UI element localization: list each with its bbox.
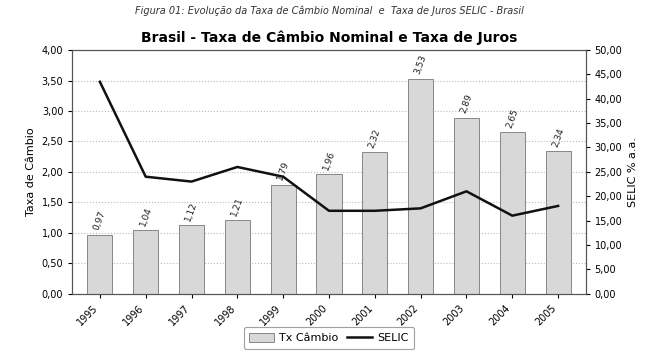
Bar (408, 79, 433, 294)
Legend: Tx Câmbio, SELIC: Tx Câmbio, SELIC (243, 327, 415, 349)
Bar (454, 118, 479, 294)
Bar (545, 151, 570, 294)
Bar (179, 226, 204, 294)
Bar (225, 220, 250, 294)
Bar (88, 234, 113, 294)
Text: 1,12: 1,12 (184, 200, 199, 222)
Text: 1,79: 1,79 (276, 160, 291, 182)
Text: 0,97: 0,97 (92, 210, 107, 232)
Title: Brasil - Taxa de Câmbio Nominal e Taxa de Juros: Brasil - Taxa de Câmbio Nominal e Taxa d… (141, 30, 517, 45)
Text: 2,65: 2,65 (505, 107, 520, 129)
Bar (499, 132, 525, 294)
Text: 2,89: 2,89 (459, 93, 474, 115)
Y-axis label: Taxa de Câmbio: Taxa de Câmbio (26, 127, 36, 216)
Text: Figura 01: Evolução da Taxa de Câmbio Nominal  e  Taxa de Juros SELIC - Brasil: Figura 01: Evolução da Taxa de Câmbio No… (135, 5, 523, 16)
Text: 2,34: 2,34 (551, 126, 566, 148)
Text: 1,21: 1,21 (230, 195, 245, 217)
Text: 3,53: 3,53 (413, 54, 428, 76)
Bar (362, 153, 388, 294)
Bar (270, 185, 296, 294)
Text: 1,96: 1,96 (321, 149, 337, 171)
Bar (133, 230, 159, 294)
Text: 2,32: 2,32 (367, 128, 382, 149)
Text: 1,04: 1,04 (138, 205, 153, 227)
Y-axis label: SELIC % a.a.: SELIC % a.a. (628, 137, 638, 207)
Bar (316, 174, 342, 294)
